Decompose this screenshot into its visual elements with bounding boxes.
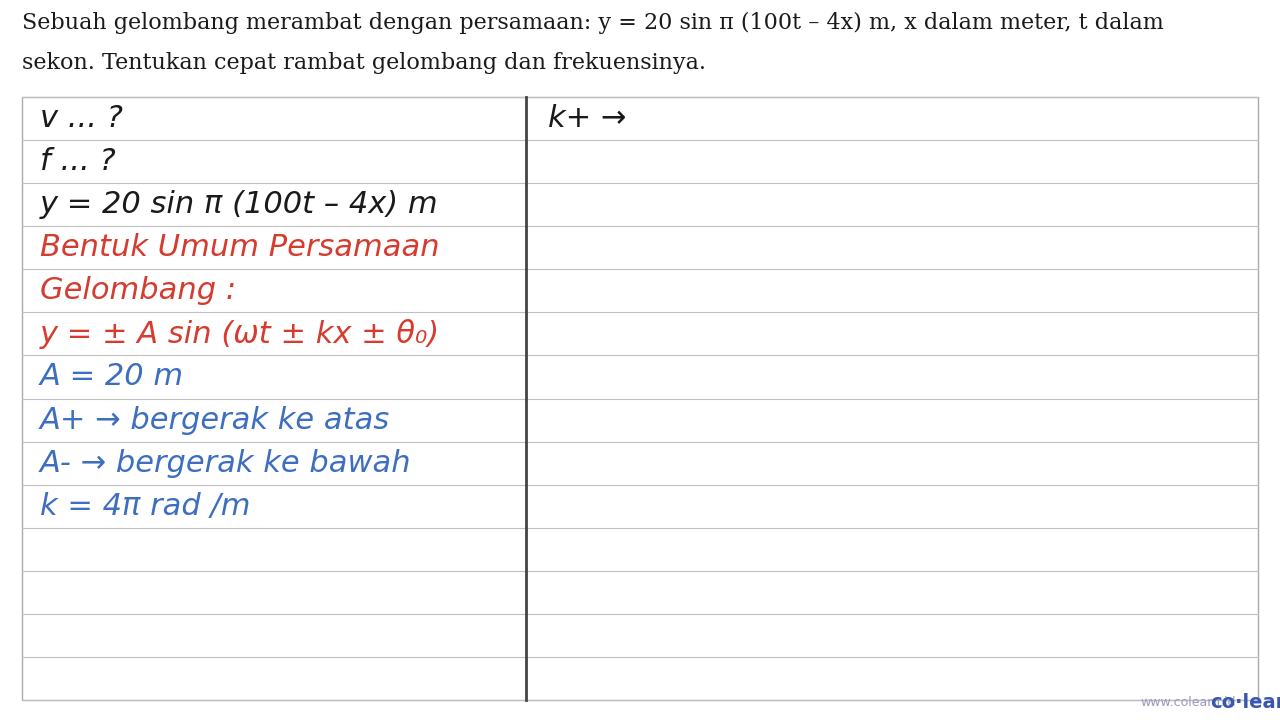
Text: A- → bergerak ke bawah: A- → bergerak ke bawah <box>40 449 412 477</box>
Text: k = 4π rad /m: k = 4π rad /m <box>40 492 251 521</box>
Text: k+ →: k+ → <box>548 104 627 133</box>
Text: Sebuah gelombang merambat dengan persamaan: y = 20 sin π (100t – 4x) m, x dalam : Sebuah gelombang merambat dengan persama… <box>22 12 1164 34</box>
Text: Bentuk Umum Persamaan: Bentuk Umum Persamaan <box>40 233 439 262</box>
Text: co·learn: co·learn <box>1210 693 1280 711</box>
Text: f ... ?: f ... ? <box>40 147 115 176</box>
Bar <box>22 97 1258 700</box>
Text: A = 20 m: A = 20 m <box>40 362 184 392</box>
Text: www.colearn.id: www.colearn.id <box>1140 696 1235 708</box>
Text: sekon. Tentukan cepat rambat gelombang dan frekuensinya.: sekon. Tentukan cepat rambat gelombang d… <box>22 52 707 74</box>
Text: y = ± A sin (ωt ± kx ± θ₀): y = ± A sin (ωt ± kx ± θ₀) <box>40 319 440 349</box>
Text: y = 20 sin π (100t – 4x) m: y = 20 sin π (100t – 4x) m <box>40 190 439 219</box>
Text: Gelombang :: Gelombang : <box>40 276 236 305</box>
Text: A+ → bergerak ke atas: A+ → bergerak ke atas <box>40 405 390 435</box>
Text: v ... ?: v ... ? <box>40 104 123 133</box>
